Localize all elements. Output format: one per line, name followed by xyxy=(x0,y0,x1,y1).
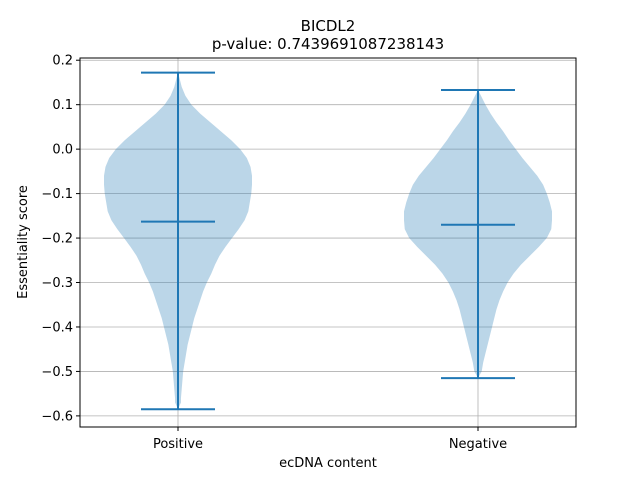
y-tick-label: 0.2 xyxy=(52,54,73,69)
y-axis: 0.2 0.1 0.0 −0.1 −0.2 −0.3 −0.4 −0.5 −0.6 xyxy=(41,54,80,424)
plot-frame xyxy=(79,57,577,428)
y-tick-label: −0.6 xyxy=(41,409,73,424)
y-axis-label: Essentiality score xyxy=(16,185,31,299)
y-tick-label: −0.4 xyxy=(41,320,73,335)
y-tick-label: −0.3 xyxy=(41,276,73,291)
x-tick-label: Positive xyxy=(153,437,203,452)
chart-subtitle: p-value: 0.7439691087238143 xyxy=(212,35,444,53)
y-tick-label: −0.5 xyxy=(41,365,73,380)
x-axis: Positive Negative xyxy=(153,427,507,452)
y-tick-label: 0.0 xyxy=(52,143,73,158)
x-tick-label: Negative xyxy=(449,437,507,452)
stats-layer xyxy=(141,71,515,411)
y-tick-label: −0.1 xyxy=(41,187,73,202)
x-axis-label: ecDNA content xyxy=(279,456,377,471)
chart-title: BICDL2 xyxy=(301,17,356,35)
y-tick-label: −0.2 xyxy=(41,232,73,247)
y-tick-label: 0.1 xyxy=(52,98,73,113)
